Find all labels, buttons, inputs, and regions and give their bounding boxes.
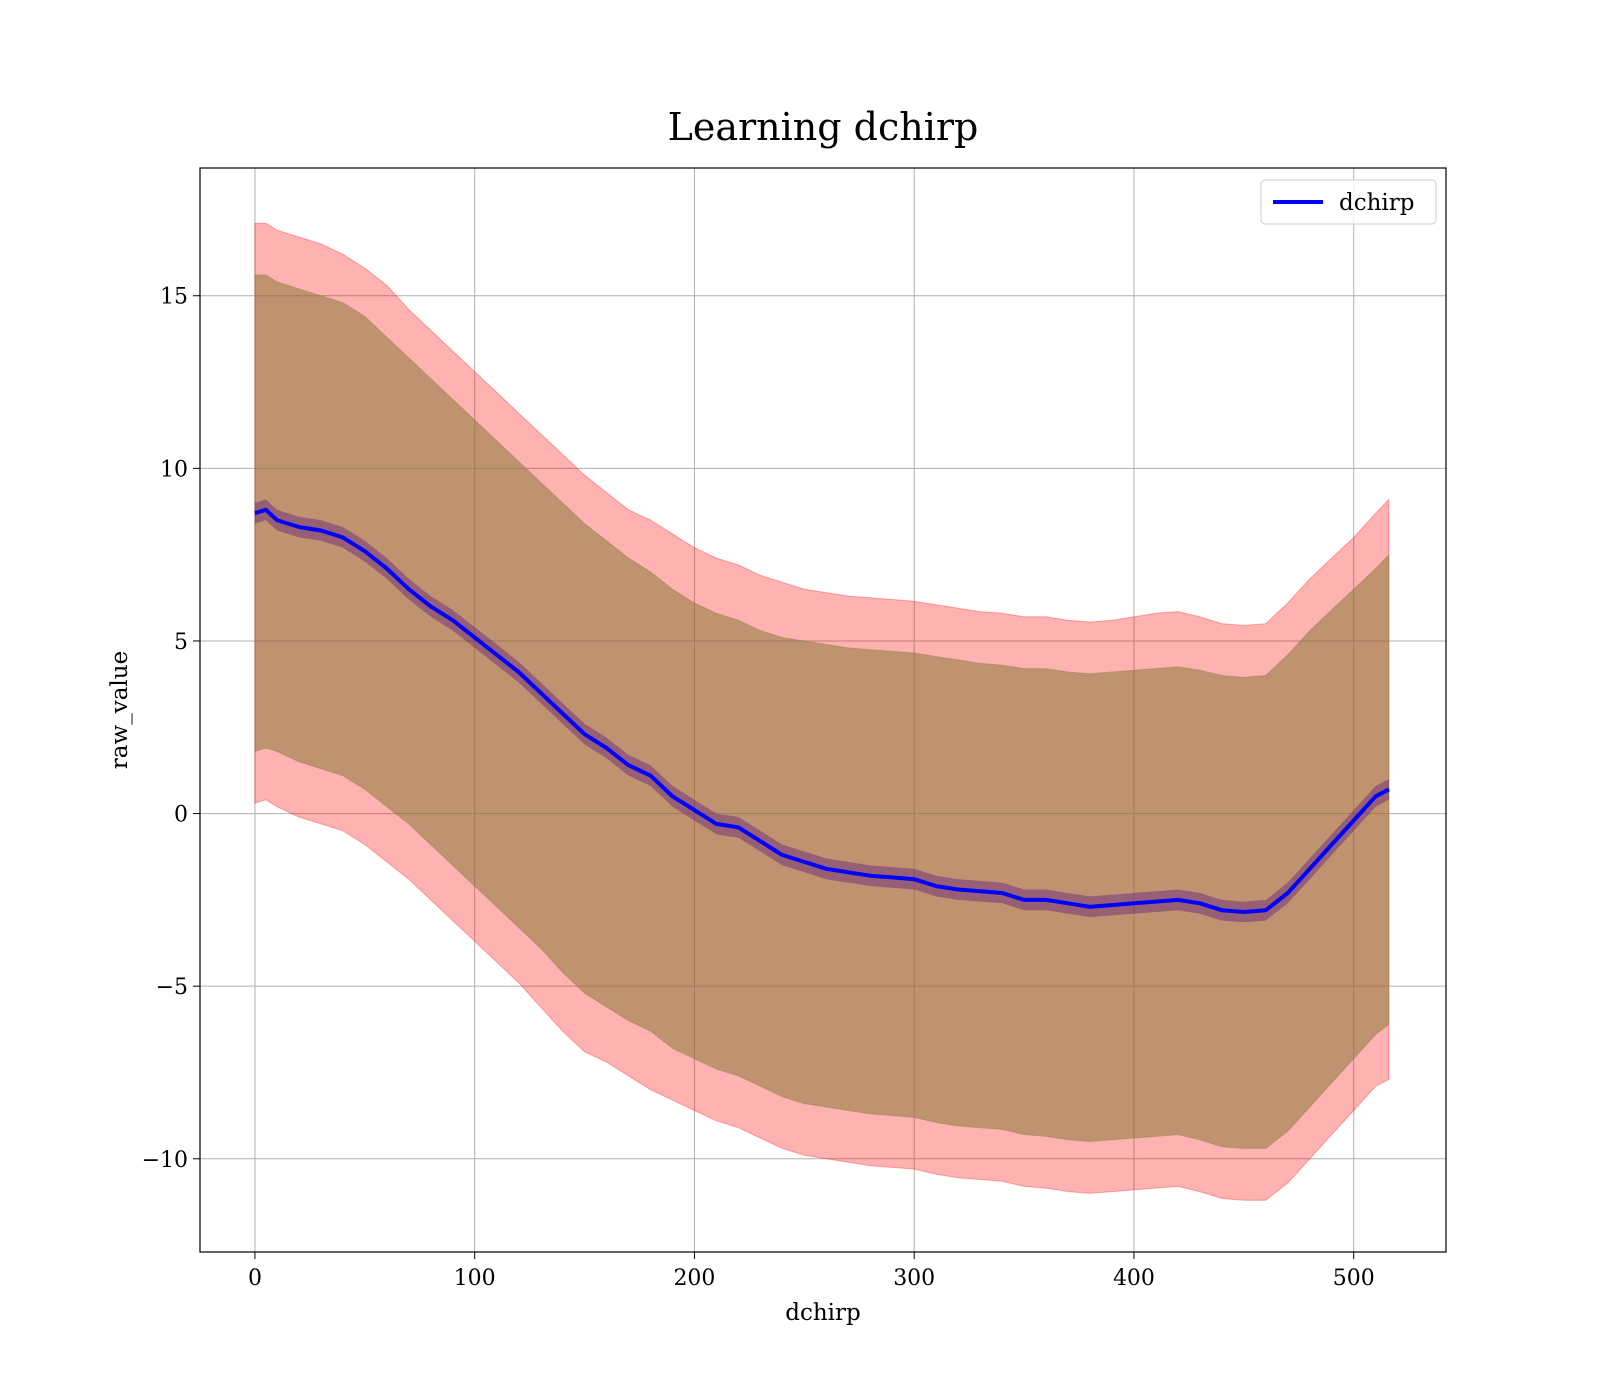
chart-title: Learning dchirp bbox=[668, 105, 979, 149]
x-tick-label: 300 bbox=[893, 1266, 935, 1291]
y-tick-label: 0 bbox=[174, 803, 188, 828]
ticks: 0 100 200 300 400 500 −10 −5 0 5 10 15 bbox=[142, 285, 1375, 1291]
x-tick-label: 100 bbox=[454, 1266, 496, 1291]
x-axis-label: dchirp bbox=[785, 1300, 861, 1326]
x-tick-label: 400 bbox=[1113, 1266, 1155, 1291]
y-tick-label: −10 bbox=[142, 1148, 188, 1173]
legend-box bbox=[1260, 179, 1437, 225]
x-tick-label: 0 bbox=[248, 1266, 262, 1291]
y-axis-label: raw_value bbox=[107, 651, 133, 769]
y-tick-label: 10 bbox=[160, 457, 188, 482]
legend: dchirp bbox=[1260, 179, 1437, 225]
bands bbox=[254, 222, 1390, 1201]
series-lines bbox=[254, 507, 1390, 914]
legend-label: dchirp bbox=[1339, 190, 1415, 216]
y-tick-label: 15 bbox=[160, 285, 188, 310]
plot-frame bbox=[199, 167, 1447, 1253]
inner-confidence-band bbox=[254, 274, 1390, 1149]
x-tick-label: 500 bbox=[1333, 1266, 1375, 1291]
y-tick-label: −5 bbox=[156, 975, 188, 1000]
x-tick-label: 200 bbox=[673, 1266, 715, 1291]
y-tick-label: 5 bbox=[174, 630, 188, 655]
series-line-dchirp bbox=[254, 507, 1390, 914]
